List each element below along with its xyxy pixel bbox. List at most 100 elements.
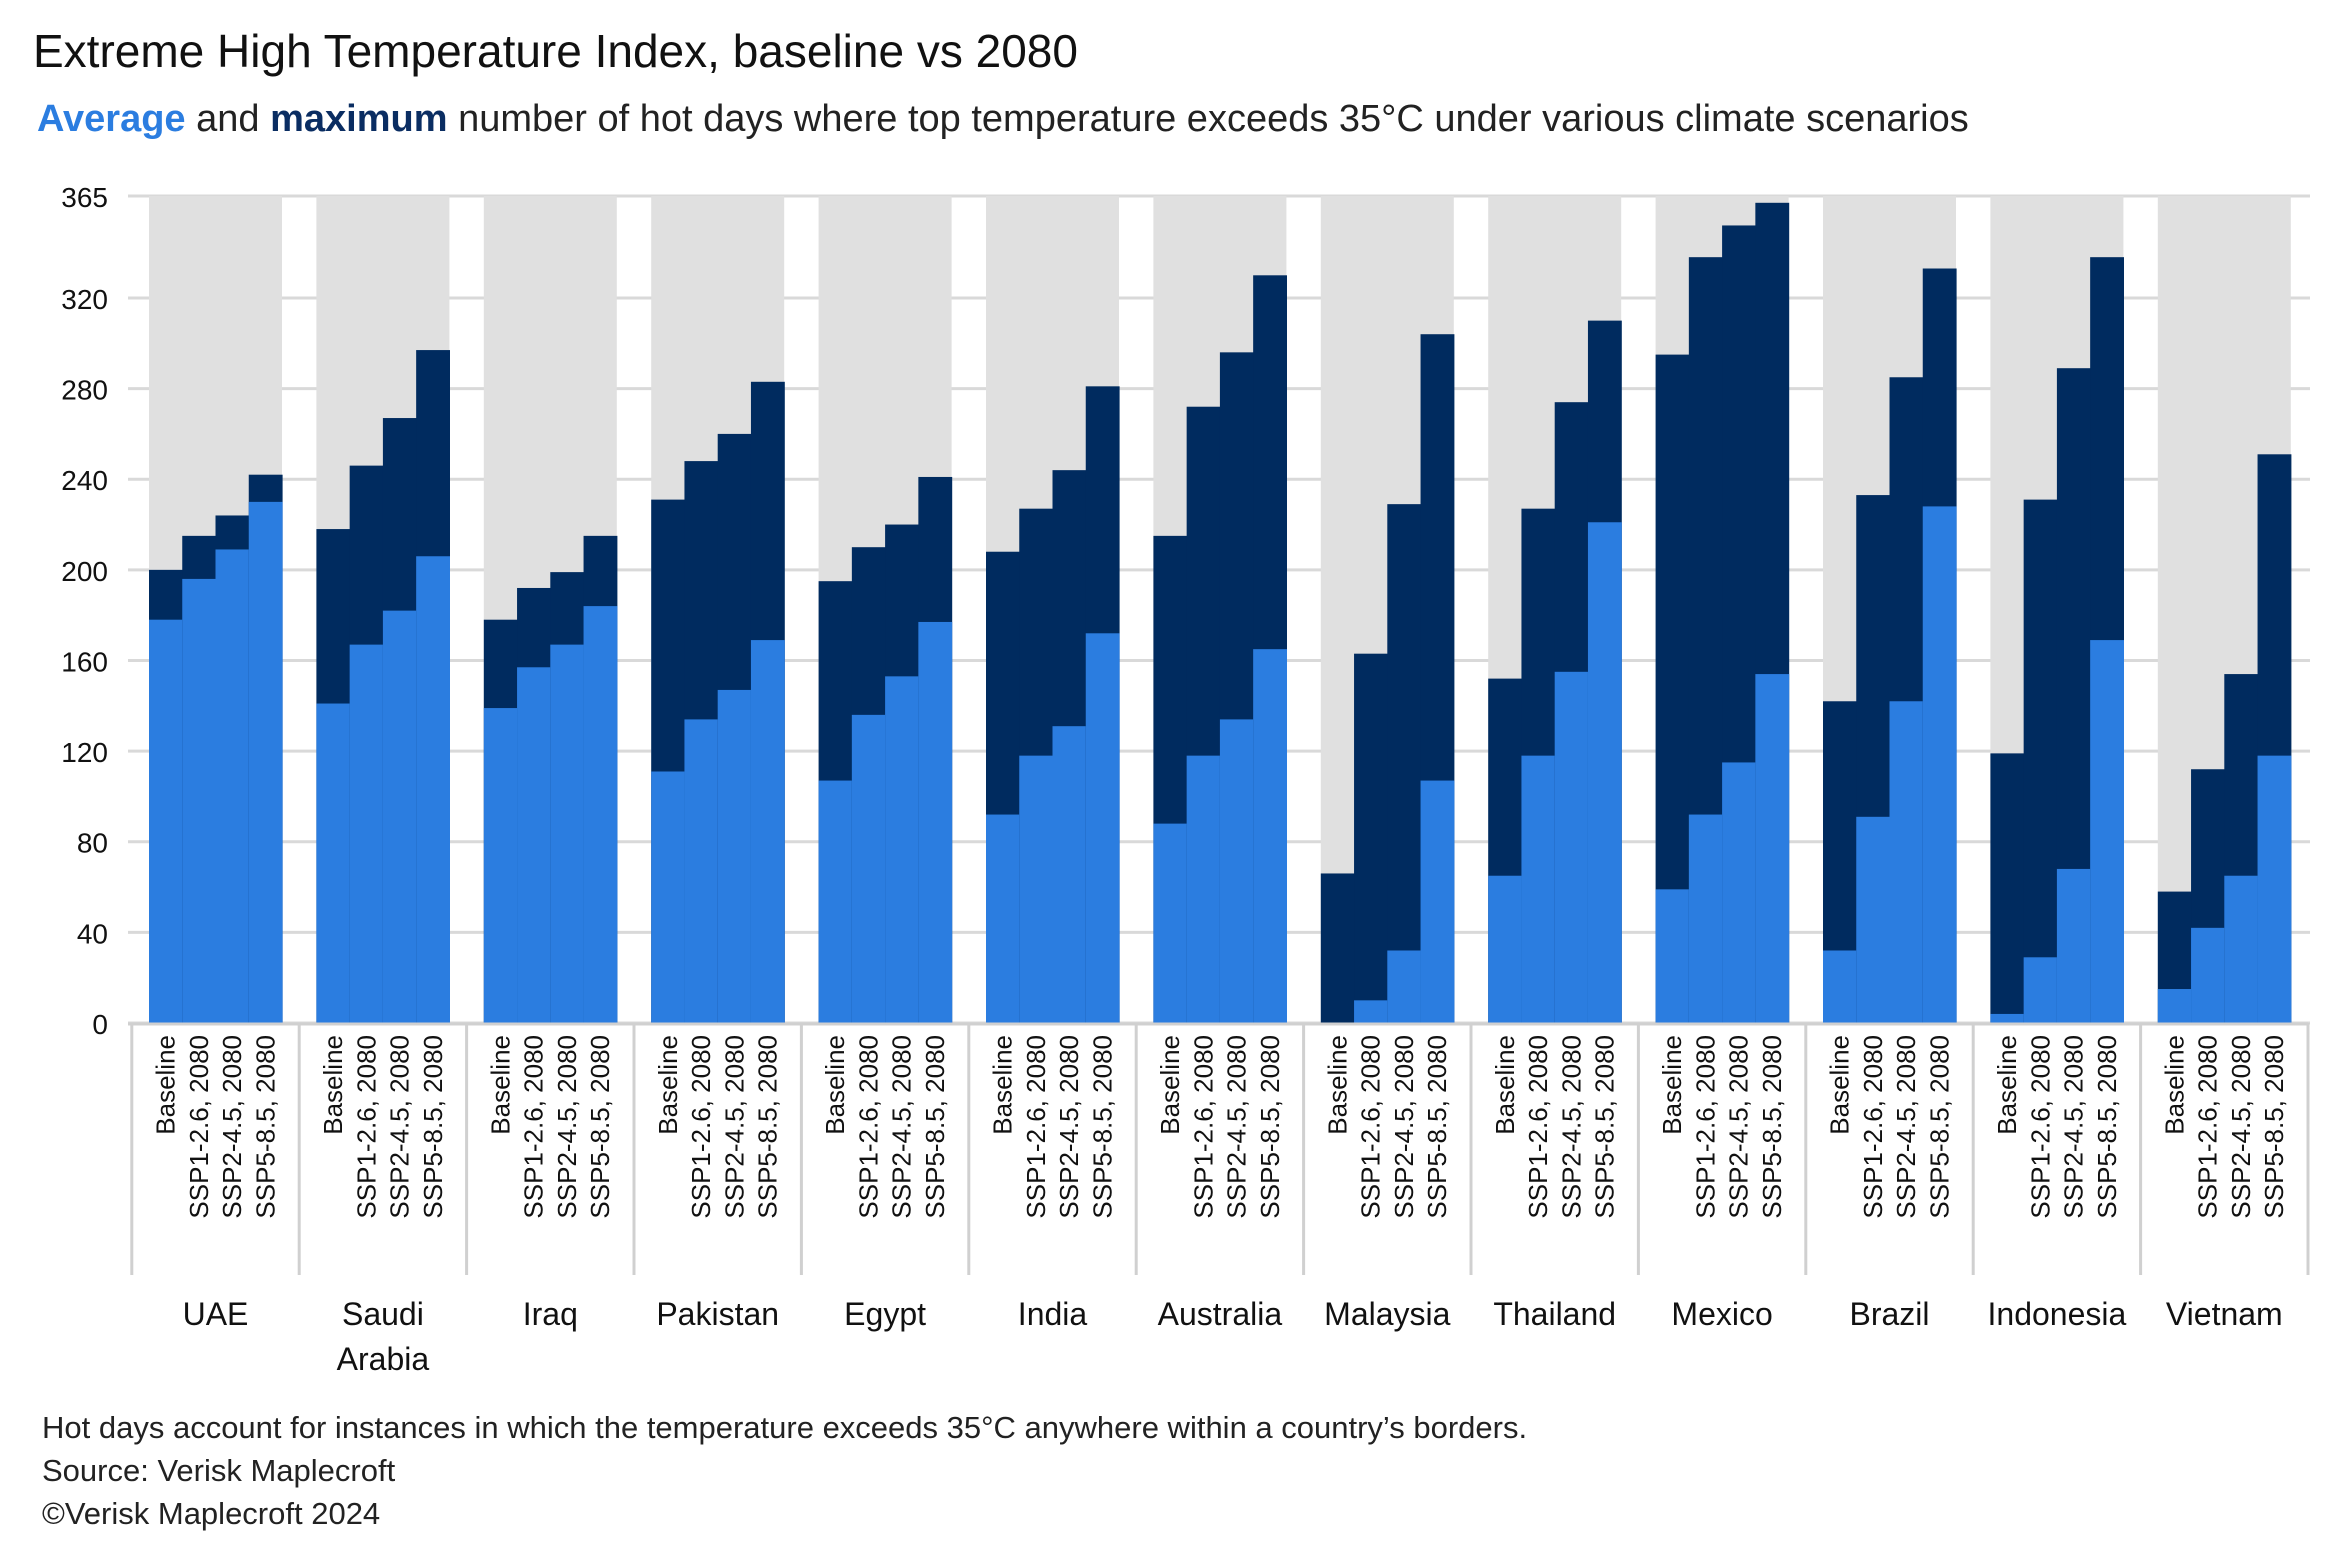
copyright-note: ©Verisk Maplecroft 2024 [42,1496,381,1531]
scenario-label: SSP2-4.5, 2080 [2059,1035,2089,1219]
country-label: Pakistan [656,1296,779,1332]
chart-subtitle: Average and maximum number of hot days w… [37,98,1969,141]
bar-average [382,610,417,1023]
scenario-label: SSP2-4.5, 2080 [2226,1035,2256,1219]
scenario-label: SSP5-8.5, 2080 [1255,1035,1285,1219]
bar-average [1521,755,1556,1023]
bar-average [149,619,183,1023]
scenario-label: SSP5-8.5, 2080 [2259,1035,2289,1219]
country-label: Australia [1158,1296,1283,1332]
bar-average [1019,755,1054,1023]
scenario-label: Baseline [151,1035,181,1135]
bar-average [1186,755,1221,1023]
bar-average [750,640,785,1023]
scenario-label: SSP1-2.6, 2080 [1021,1035,1051,1219]
scenario-label: SSP1-2.6, 2080 [1523,1035,1553,1219]
bar-average [182,578,217,1023]
scenario-label: SSP2-4.5, 2080 [719,1035,749,1219]
scenario-label: Baseline [653,1035,683,1135]
bar-average [1755,674,1790,1023]
bar-average [550,644,585,1023]
scenario-label: Baseline [1322,1035,1352,1135]
bar-average [1823,950,1857,1023]
bar-average [1052,726,1087,1023]
bar-average [1587,522,1622,1023]
bar-average [1554,671,1589,1023]
bar-average [1354,1000,1388,1023]
bar-average [1219,719,1254,1023]
bar-average [2257,755,2292,1023]
country-label: Mexico [1671,1296,1772,1332]
bar-average [818,780,853,1023]
scenario-label: SSP5-8.5, 2080 [920,1035,950,1219]
bar-average [651,771,686,1023]
y-tick-label: 120 [61,737,108,768]
scenario-label: Baseline [318,1035,348,1135]
bar-average [1488,875,1523,1023]
scenario-label: SSP5-8.5, 2080 [1087,1035,1117,1219]
bar-average [885,676,919,1023]
country-label: Indonesia [1988,1296,2127,1332]
scenario-label: SSP5-8.5, 2080 [418,1035,448,1219]
scenario-label: SSP2-4.5, 2080 [385,1035,415,1219]
scenario-label: Baseline [1155,1035,1185,1135]
subtitle-average: Average [37,98,186,140]
y-tick-label: 280 [61,375,108,406]
scenario-label: Baseline [485,1035,515,1135]
y-tick-label: 365 [61,182,108,213]
country-label: Malaysia [1324,1296,1450,1332]
bar-average [583,606,618,1023]
bar-average [349,644,384,1023]
scenario-label: SSP1-2.6, 2080 [686,1035,716,1219]
bar-average [717,689,752,1023]
country-label: Iraq [523,1296,578,1332]
bar-average [684,719,719,1023]
scenario-label: SSP1-2.6, 2080 [184,1035,214,1219]
scenario-label: SSP2-4.5, 2080 [1724,1035,1754,1219]
bar-average [1085,633,1120,1023]
bar-average [416,556,450,1023]
scenario-label: SSP1-2.6, 2080 [1690,1035,1720,1219]
bar-average [2157,989,2192,1023]
bar-average [986,814,1020,1023]
bar-average [1922,506,1957,1024]
bar-average [2191,927,2225,1023]
scenario-label: SSP2-4.5, 2080 [1054,1035,1084,1219]
bar-maximum [1387,504,1422,1023]
bar-average [1722,762,1756,1023]
bar-average [483,708,518,1023]
country-label: Saudi [342,1296,424,1332]
scenario-label: SSP1-2.6, 2080 [2025,1035,2055,1219]
country-label: India [1018,1296,1088,1332]
bar-average [851,714,886,1023]
y-tick-label: 200 [61,556,108,587]
country-label: UAE [183,1296,249,1332]
bar-maximum [1354,653,1388,1023]
subtitle-maximum: maximum [270,98,448,140]
scenario-label: SSP5-8.5, 2080 [1422,1035,1452,1219]
country-label: Egypt [844,1296,926,1332]
bar-average [1420,780,1455,1023]
bar-average [1253,649,1287,1023]
bar-average [316,703,351,1023]
scenario-label: Baseline [1490,1035,1520,1135]
scenario-label: SSP2-4.5, 2080 [887,1035,917,1219]
country-label: Arabia [337,1341,430,1377]
y-tick-label: 80 [77,828,108,859]
bar-average [1387,950,1422,1023]
scenario-label: SSP2-4.5, 2080 [1389,1035,1419,1219]
scenario-label: SSP5-8.5, 2080 [2092,1035,2122,1219]
country-label: Thailand [1493,1296,1616,1332]
scenario-label: SSP1-2.6, 2080 [1188,1035,1218,1219]
bar-average [2090,640,2124,1023]
scenario-label: Baseline [1657,1035,1687,1135]
subtitle-rest: number of hot days where top temperature… [447,98,1969,140]
y-tick-label: 240 [61,465,108,496]
scenario-label: SSP2-4.5, 2080 [217,1035,247,1219]
country-label: Vietnam [2166,1296,2283,1332]
footnote: Hot days account for instances in which … [42,1410,1528,1445]
country-label: Brazil [1849,1296,1929,1332]
scenario-label: SSP5-8.5, 2080 [250,1035,280,1219]
bar-average [1889,701,1924,1023]
